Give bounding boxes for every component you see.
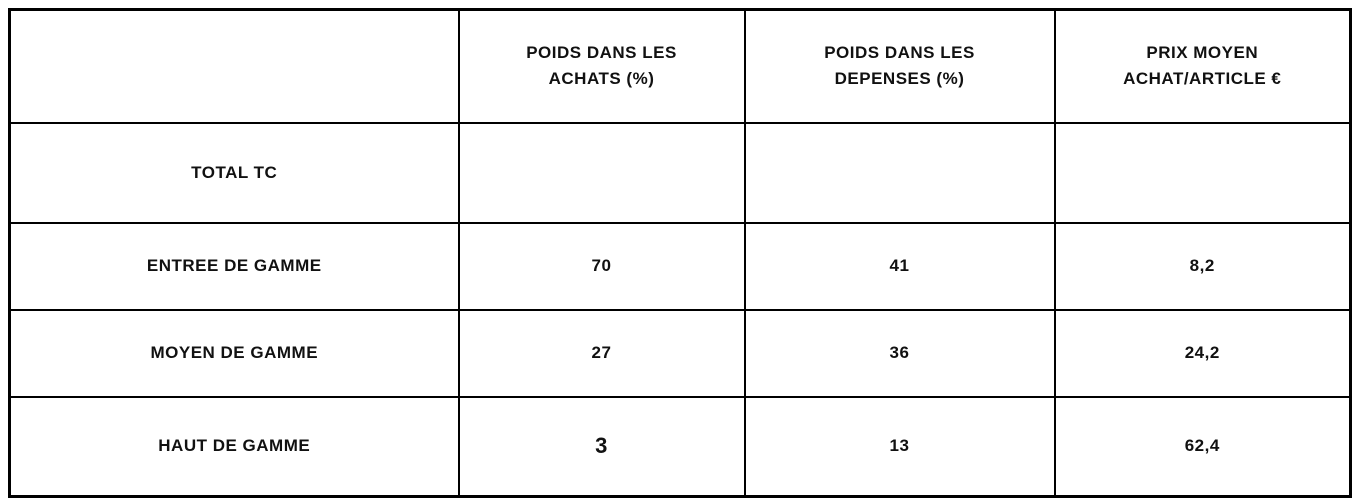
column-header-poids-depenses: POIDS DANS LES DEPENSES (%) — [743, 8, 1056, 124]
cell-entree-poids-depenses: 41 — [743, 221, 1056, 311]
table-row-entree-de-gamme: ENTREE DE GAMME 70 41 8,2 — [8, 221, 1352, 311]
row-label-moyen-de-gamme: MOYEN DE GAMME — [8, 308, 460, 398]
table-row-haut-de-gamme: HAUT DE GAMME 3 13 62,4 — [8, 395, 1352, 498]
row-label-total-tc: TOTAL TC — [8, 121, 460, 224]
column-header-poids-achats: POIDS DANS LES ACHATS (%) — [457, 8, 746, 124]
cell-total-tc-prix-moyen — [1053, 121, 1352, 224]
cell-haut-prix-moyen: 62,4 — [1053, 395, 1352, 498]
cell-haut-poids-achats: 3 — [457, 395, 746, 498]
cell-entree-prix-moyen: 8,2 — [1053, 221, 1352, 311]
row-label-haut-de-gamme: HAUT DE GAMME — [8, 395, 460, 498]
cell-moyen-poids-depenses: 36 — [743, 308, 1056, 398]
table-row-moyen-de-gamme: MOYEN DE GAMME 27 36 24,2 — [8, 308, 1352, 398]
cell-haut-poids-depenses: 13 — [743, 395, 1056, 498]
table-row-total-tc: TOTAL TC — [8, 121, 1352, 224]
cell-total-tc-poids-depenses — [743, 121, 1056, 224]
corner-header-cell — [8, 8, 460, 124]
row-label-entree-de-gamme: ENTREE DE GAMME — [8, 221, 460, 311]
cell-moyen-poids-achats: 27 — [457, 308, 746, 398]
gamme-stats-table: POIDS DANS LES ACHATS (%) POIDS DANS LES… — [8, 8, 1352, 498]
cell-moyen-prix-moyen: 24,2 — [1053, 308, 1352, 398]
cell-entree-poids-achats: 70 — [457, 221, 746, 311]
header-row: POIDS DANS LES ACHATS (%) POIDS DANS LES… — [8, 8, 1352, 124]
column-header-prix-moyen: PRIX MOYEN ACHAT/ARTICLE € — [1053, 8, 1352, 124]
cell-total-tc-poids-achats — [457, 121, 746, 224]
